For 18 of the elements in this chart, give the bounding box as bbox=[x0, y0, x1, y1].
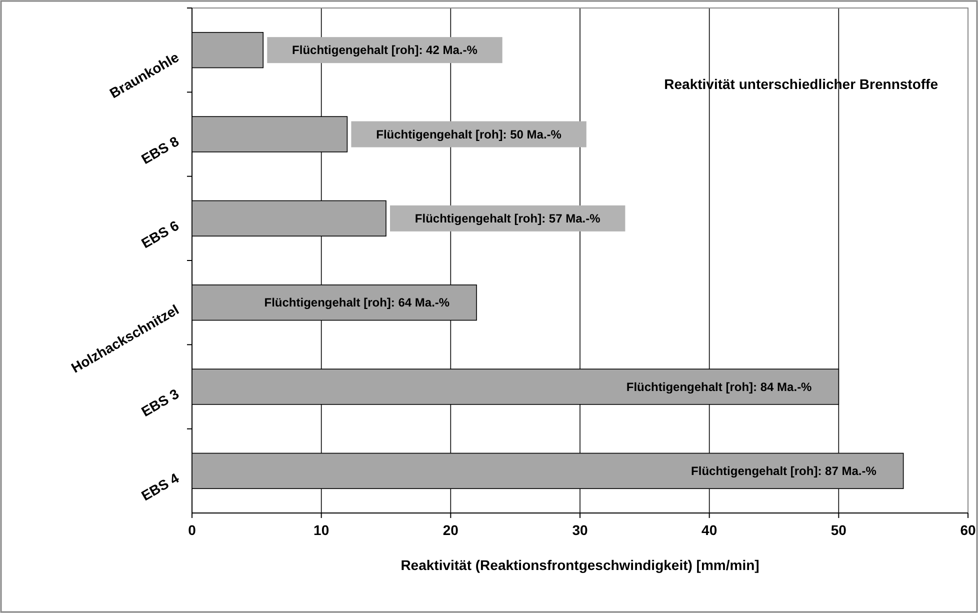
y-tick-label: EBS 6 bbox=[138, 217, 182, 252]
x-tick-label: 50 bbox=[830, 522, 847, 538]
x-tick-label: 60 bbox=[960, 522, 976, 538]
y-tick-label: EBS 4 bbox=[138, 470, 182, 504]
x-tick-label: 0 bbox=[188, 522, 196, 538]
annotation: Flüchtigengehalt [roh]: 57 Ma.-% bbox=[414, 211, 601, 226]
y-tick-label: EBS 3 bbox=[138, 385, 182, 420]
x-axis-title: Reaktivität (Reaktionsfrontgeschwindigkeit) [mm/min] bbox=[400, 557, 760, 573]
y-tick-label: EBS 8 bbox=[138, 132, 182, 168]
annotation: Flüchtigengehalt [roh]: 42 Ma.-% bbox=[292, 43, 478, 58]
annotation: Flüchtigengehalt [roh]: 87 Ma.-% bbox=[691, 464, 877, 478]
annotation: Flüchtigengehalt [roh]: 84 Ma.-% bbox=[626, 380, 812, 394]
x-tick-label: 20 bbox=[442, 522, 459, 538]
x-tick-label: 40 bbox=[702, 522, 718, 538]
annotation: Flüchtigengehalt [roh]: 50 Ma.-% bbox=[376, 127, 562, 142]
annotation: Flüchtigengehalt [roh]: 64 Ma.-% bbox=[264, 296, 450, 310]
x-tick-label: 10 bbox=[314, 522, 330, 538]
x-tick-label: 30 bbox=[572, 522, 588, 538]
